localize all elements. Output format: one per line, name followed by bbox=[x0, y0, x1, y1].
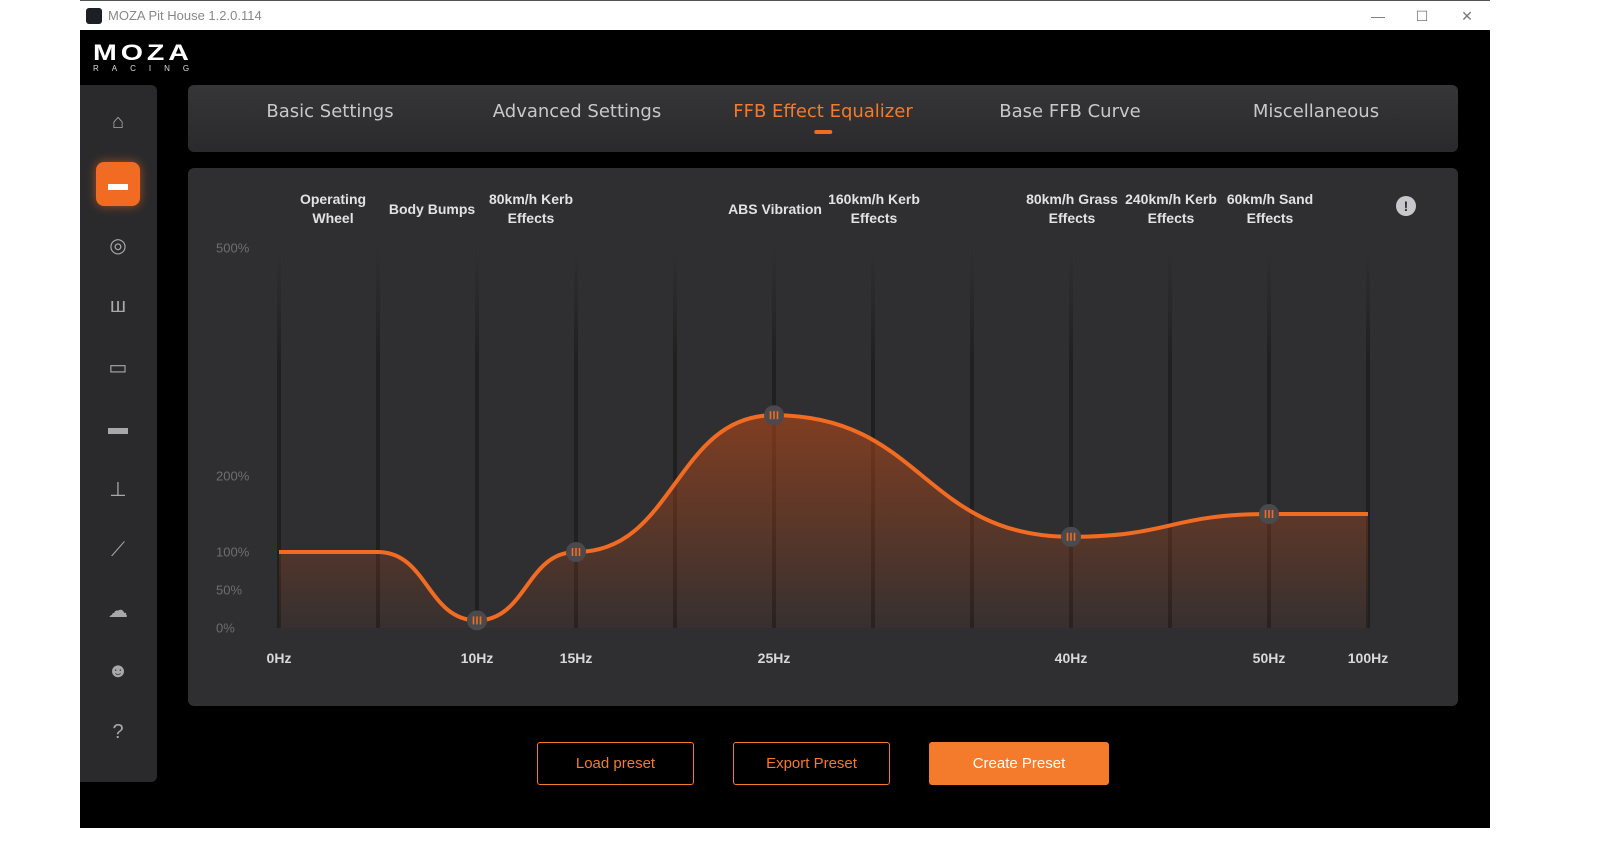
effect-label-line: Wheel bbox=[312, 210, 354, 226]
x-tick-label: 0Hz bbox=[266, 650, 292, 666]
x-tick-label: 15Hz bbox=[559, 650, 593, 666]
effect-label-line: Effects bbox=[1147, 210, 1195, 226]
qa-icon: ? bbox=[112, 720, 124, 743]
effect-label-line: 80km/h Grass bbox=[1026, 191, 1118, 207]
qa-nav-item[interactable]: ? bbox=[96, 710, 140, 754]
window-title: MOZA Pit House 1.2.0.114 bbox=[108, 8, 262, 23]
steering-wheel-nav-item[interactable]: ◎ bbox=[96, 223, 140, 267]
effect-label: 80km/h Kerb Effects bbox=[489, 190, 573, 228]
effect-label-line: 160km/h Kerb bbox=[828, 191, 920, 207]
y-tick-label: 100% bbox=[216, 544, 250, 560]
effect-label-line: ABS Vibration bbox=[728, 201, 822, 217]
x-tick-label: 100Hz bbox=[1347, 650, 1389, 666]
logo-brand: MOZA bbox=[93, 40, 193, 65]
maximize-button[interactable]: ☐ bbox=[1415, 8, 1429, 24]
x-tick-label: 10Hz bbox=[460, 650, 494, 666]
info-icon[interactable]: ! bbox=[1396, 196, 1416, 216]
shifter-icon: ⊥ bbox=[109, 478, 127, 501]
tab-advanced-settings[interactable]: Advanced Settings bbox=[492, 101, 662, 122]
cloud-upload-icon: ☁ bbox=[108, 599, 128, 622]
x-tick-label: 40Hz bbox=[1054, 650, 1088, 666]
effect-label: Operating Wheel bbox=[300, 190, 366, 228]
y-tick-label: 50% bbox=[216, 582, 243, 598]
effect-label-line: 240km/h Kerb bbox=[1125, 191, 1217, 207]
pedals-icon: ш bbox=[109, 294, 127, 317]
y-tick-label: 0% bbox=[216, 620, 235, 636]
y-tick-label: 500% bbox=[216, 240, 250, 256]
home-icon: ⌂ bbox=[111, 110, 125, 133]
curve-fill bbox=[279, 415, 1368, 628]
rpm-light-icon: ▬ bbox=[108, 416, 128, 439]
effect-label: 80km/h Grass Effects bbox=[1026, 190, 1118, 228]
effect-label: 160km/h Kerb Effects bbox=[828, 190, 920, 228]
effect-label: ABS Vibration bbox=[728, 200, 822, 219]
sidebar: ⌂ ▬ ◎ ш ▭ ▬ ⊥ ⟋ ☁ ☻? bbox=[80, 85, 157, 782]
eq-curve-line bbox=[278, 413, 1368, 623]
eq-column-line bbox=[1366, 248, 1370, 628]
tab-bar: Basic Settings Advanced Settings FFB Effec… bbox=[188, 85, 1458, 152]
effect-label-line: 60km/h Sand bbox=[1226, 191, 1314, 207]
user-nav-item[interactable]: ☻ bbox=[96, 649, 140, 693]
shifter-nav-item[interactable]: ⊥ bbox=[96, 467, 140, 511]
eq-column-line bbox=[1069, 248, 1073, 628]
dashboard-icon: ▭ bbox=[108, 356, 128, 379]
app-window: MOZA RACING ⌂ ▬ ◎ ш ▭ ▬ ⊥ ⟋ ☁ ☻? Basic Settings Ad… bbox=[80, 30, 1490, 828]
x-tick-label: 50Hz bbox=[1252, 650, 1286, 666]
tab-miscellaneous[interactable]: Miscellaneous bbox=[1252, 101, 1380, 122]
user-icon: ☻ bbox=[107, 659, 129, 682]
rpm-light-nav-item[interactable]: ▬ bbox=[96, 406, 140, 450]
x-tick-label: 25Hz bbox=[757, 650, 791, 666]
effect-label-line: Operating bbox=[299, 191, 367, 207]
title-bar: MOZA Pit House 1.2.0.114 — ☐ ✕ bbox=[80, 0, 1490, 30]
home-nav-item[interactable]: ⌂ bbox=[96, 100, 140, 144]
effect-label-line: Effects bbox=[1246, 210, 1294, 226]
effect-label: 60km/h Sand Effects bbox=[1227, 190, 1313, 228]
eq-column-line bbox=[475, 248, 479, 628]
eq-column-line bbox=[1168, 248, 1172, 628]
minimize-button[interactable]: — bbox=[1371, 8, 1385, 24]
tab-ffb-effect-equalizer[interactable]: FFB Effect Equalizer bbox=[733, 101, 913, 134]
eq-column-line bbox=[277, 248, 281, 628]
eq-column-line bbox=[574, 248, 578, 628]
eq-column-line bbox=[673, 248, 677, 628]
handbrake-icon: ⟋ bbox=[111, 538, 125, 561]
effect-label-line: 80km/h Kerb bbox=[488, 191, 574, 207]
effect-label: Body Bumps bbox=[389, 200, 475, 219]
effect-label-line: Effects bbox=[1048, 210, 1096, 226]
effect-label-line: Effects bbox=[850, 210, 898, 226]
export-preset-button[interactable]: Export Preset bbox=[733, 742, 890, 785]
effect-label: 240km/h Kerb Effects bbox=[1125, 190, 1217, 228]
cloud-upload-nav-item[interactable]: ☁ bbox=[96, 588, 140, 632]
dashboard-nav-item[interactable]: ▭ bbox=[96, 345, 140, 389]
wheelbase-nav-item[interactable]: ▬ bbox=[96, 162, 140, 206]
eq-column-line bbox=[1267, 248, 1271, 628]
effect-label-line: Body Bumps bbox=[388, 201, 476, 217]
tab-basic-settings[interactable]: Basic Settings bbox=[266, 101, 394, 122]
eq-column-line bbox=[970, 248, 974, 628]
wheelbase-icon: ▬ bbox=[108, 172, 128, 195]
moza-logo: MOZA RACING bbox=[93, 42, 203, 74]
create-preset-button[interactable]: Create Preset bbox=[929, 742, 1109, 785]
equalizer-chart[interactable] bbox=[188, 168, 1458, 706]
y-tick-label: 200% bbox=[216, 468, 250, 484]
equalizer-panel: ! Operating Wheel Body Bumps 80km/h Kerb Eff… bbox=[188, 168, 1458, 706]
effect-label-line: Effects bbox=[507, 210, 555, 226]
steering-wheel-icon: ◎ bbox=[109, 234, 127, 257]
tab-base-ffb-curve[interactable]: Base FFB Curve bbox=[999, 101, 1141, 122]
close-button[interactable]: ✕ bbox=[1461, 8, 1473, 24]
handbrake-nav-item[interactable]: ⟋ bbox=[96, 528, 140, 572]
load-preset-button[interactable]: Load preset bbox=[537, 742, 694, 785]
logo-sub: RACING bbox=[93, 64, 203, 73]
pedals-nav-item[interactable]: ш bbox=[96, 284, 140, 328]
app-icon bbox=[86, 8, 102, 24]
eq-column-line bbox=[376, 248, 380, 628]
